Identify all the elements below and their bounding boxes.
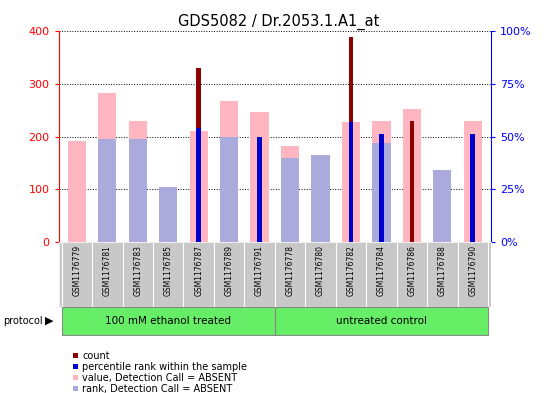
Bar xyxy=(251,112,269,242)
Bar xyxy=(275,307,488,335)
Text: GSM1176779: GSM1176779 xyxy=(73,245,81,296)
Bar xyxy=(281,158,299,242)
Text: GSM1176783: GSM1176783 xyxy=(133,245,142,296)
Bar xyxy=(403,109,421,242)
Text: ▶: ▶ xyxy=(45,316,53,326)
Bar xyxy=(349,122,353,242)
Text: GSM1176788: GSM1176788 xyxy=(438,245,447,296)
Bar xyxy=(349,37,353,242)
Bar xyxy=(464,121,482,242)
Bar xyxy=(220,101,238,242)
Bar xyxy=(372,143,391,242)
Bar xyxy=(196,128,201,242)
Text: protocol: protocol xyxy=(3,316,42,326)
Bar xyxy=(470,134,475,242)
Text: untreated control: untreated control xyxy=(336,316,427,326)
Bar xyxy=(311,156,330,242)
Text: percentile rank within the sample: percentile rank within the sample xyxy=(83,362,247,372)
Bar xyxy=(190,131,208,242)
Text: GSM1176791: GSM1176791 xyxy=(255,245,264,296)
Bar xyxy=(98,93,117,242)
Text: GSM1176789: GSM1176789 xyxy=(225,245,234,296)
Bar xyxy=(129,139,147,242)
Bar xyxy=(159,187,177,242)
Bar xyxy=(342,122,360,242)
Text: rank, Detection Call = ABSENT: rank, Detection Call = ABSENT xyxy=(83,384,233,393)
Bar xyxy=(257,136,262,242)
Text: value, Detection Call = ABSENT: value, Detection Call = ABSENT xyxy=(83,373,238,383)
Text: GDS5082 / Dr.2053.1.A1_at: GDS5082 / Dr.2053.1.A1_at xyxy=(179,14,379,30)
Text: GSM1176787: GSM1176787 xyxy=(194,245,203,296)
Bar xyxy=(433,170,451,242)
Bar xyxy=(196,68,201,242)
Text: GSM1176778: GSM1176778 xyxy=(286,245,295,296)
Text: GSM1176781: GSM1176781 xyxy=(103,245,112,296)
Bar xyxy=(129,121,147,242)
Bar xyxy=(220,136,238,242)
Text: count: count xyxy=(83,351,110,361)
Bar xyxy=(98,139,117,242)
Bar xyxy=(68,141,86,242)
Text: GSM1176786: GSM1176786 xyxy=(407,245,416,296)
Text: GSM1176784: GSM1176784 xyxy=(377,245,386,296)
Bar xyxy=(372,121,391,242)
Bar xyxy=(159,201,177,242)
Text: GSM1176782: GSM1176782 xyxy=(347,245,355,296)
Bar xyxy=(61,307,275,335)
Bar xyxy=(379,134,384,242)
Text: GSM1176780: GSM1176780 xyxy=(316,245,325,296)
Bar xyxy=(281,145,299,242)
Text: GSM1176785: GSM1176785 xyxy=(163,245,173,296)
Bar xyxy=(311,156,330,242)
Text: GSM1176790: GSM1176790 xyxy=(468,245,477,296)
Text: 100 mM ethanol treated: 100 mM ethanol treated xyxy=(105,316,231,326)
Bar xyxy=(410,121,414,242)
